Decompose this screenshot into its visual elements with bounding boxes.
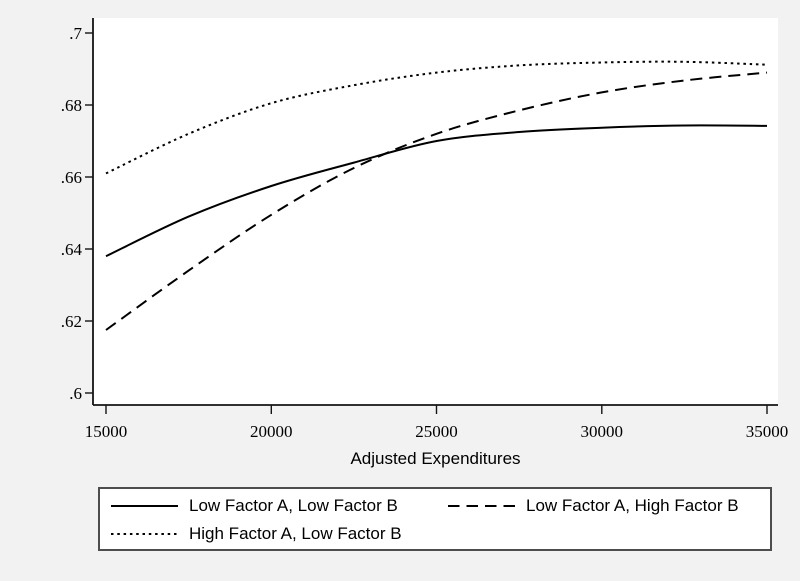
x-tick-label: 25000 [415, 422, 458, 441]
dotted-line-sample-icon [111, 533, 178, 535]
y-tick-label: .62 [61, 312, 82, 331]
legend-label-low-high: Low Factor A, High Factor B [526, 496, 739, 515]
legend: Low Factor A, Low Factor B Low Factor A,… [98, 487, 772, 551]
series-line-2 [105, 60, 768, 175]
legend-label-high-low: High Factor A, Low Factor B [189, 524, 402, 543]
x-tick-label: 35000 [746, 422, 789, 441]
legend-item-low-low: Low Factor A, Low Factor B [111, 494, 398, 518]
legend-label-low-low: Low Factor A, Low Factor B [189, 496, 398, 515]
y-tick-label: .68 [61, 96, 82, 115]
x-axis-title: Adjusted Expenditures [350, 449, 521, 468]
x-tick-label: 30000 [581, 422, 624, 441]
x-tick-label: 20000 [250, 422, 293, 441]
legend-item-high-low: High Factor A, Low Factor B [111, 522, 402, 546]
y-tick-label: .64 [61, 240, 83, 259]
y-tick-label: .66 [61, 168, 82, 187]
y-tick-label: .6 [69, 384, 82, 403]
series-line-1 [105, 71, 768, 331]
x-tick-label: 15000 [85, 422, 128, 441]
dashed-line-sample-icon [448, 505, 515, 507]
plot-area: .6 .62 .64 .66 .68 .7 15000 20000 25000 30000 3500… [61, 18, 789, 441]
series-line-0 [105, 124, 768, 258]
legend-item-low-high: Low Factor A, High Factor B [448, 494, 739, 518]
plot-background [93, 18, 778, 405]
y-tick-label: .7 [69, 24, 82, 43]
solid-line-sample-icon [111, 505, 178, 507]
